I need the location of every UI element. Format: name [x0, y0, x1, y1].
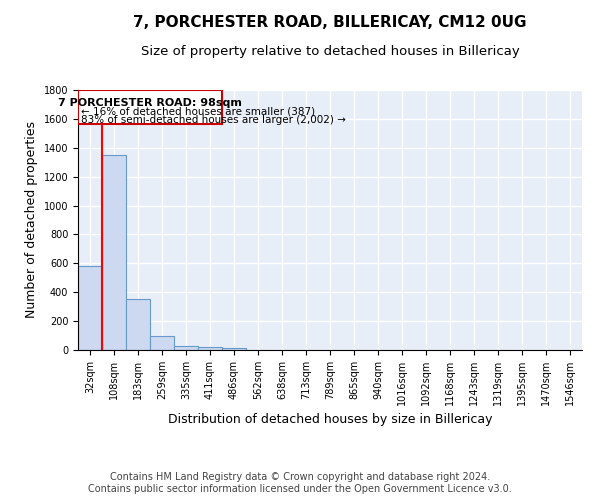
Bar [150, 336, 174, 350]
Bar [174, 346, 198, 350]
Bar [222, 348, 246, 350]
Bar [102, 155, 126, 350]
Bar [79, 90, 222, 124]
Text: 83% of semi-detached houses are larger (2,002) →: 83% of semi-detached houses are larger (… [81, 115, 346, 125]
Text: Contains HM Land Registry data © Crown copyright and database right 2024.
Contai: Contains HM Land Registry data © Crown c… [88, 472, 512, 494]
Bar [198, 347, 222, 350]
Text: Distribution of detached houses by size in Billericay: Distribution of detached houses by size … [168, 412, 492, 426]
Text: Size of property relative to detached houses in Billericay: Size of property relative to detached ho… [140, 45, 520, 58]
Text: ← 16% of detached houses are smaller (387): ← 16% of detached houses are smaller (38… [81, 106, 315, 116]
Text: 7 PORCHESTER ROAD: 98sqm: 7 PORCHESTER ROAD: 98sqm [58, 98, 242, 108]
Bar [78, 266, 102, 350]
Bar [126, 300, 150, 350]
Y-axis label: Number of detached properties: Number of detached properties [25, 122, 38, 318]
Text: 7, PORCHESTER ROAD, BILLERICAY, CM12 0UG: 7, PORCHESTER ROAD, BILLERICAY, CM12 0UG [133, 15, 527, 30]
